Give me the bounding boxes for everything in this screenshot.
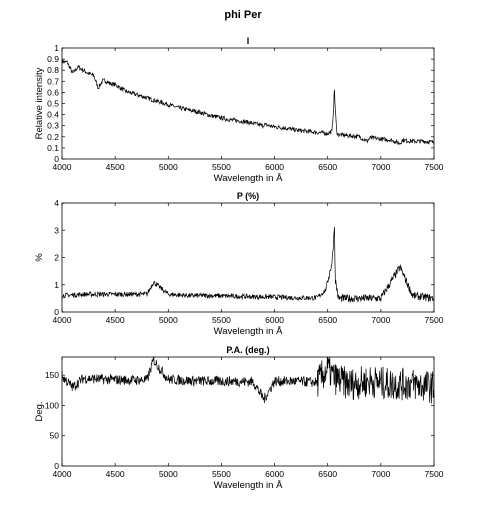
x-tick-label: 4500	[106, 162, 125, 172]
x-tick-label: 6000	[265, 315, 284, 325]
axes-frame	[61, 356, 435, 467]
x-tick-label: 4000	[53, 315, 72, 325]
x-tick-label: 5000	[159, 469, 178, 479]
y-tick-label: 0.9	[47, 54, 59, 64]
y-tick-label: 0	[54, 154, 59, 164]
x-tick-label: 7000	[371, 162, 390, 172]
x-tick-label: 5500	[212, 315, 231, 325]
x-tick-label: 6500	[318, 469, 337, 479]
x-tick-label: 4000	[53, 469, 72, 479]
x-tick-label: 6000	[265, 162, 284, 172]
y-axis-label: Deg.	[34, 401, 45, 421]
panel-title: P (%)	[237, 191, 259, 201]
axes-frame	[61, 47, 435, 160]
x-tick-label: 6500	[318, 162, 337, 172]
x-tick-label: 7500	[425, 469, 444, 479]
y-tick-label: 0.2	[47, 132, 59, 142]
x-tick-label: 6000	[265, 469, 284, 479]
y-tick-label: 50	[50, 431, 60, 441]
y-tick-label: 3	[54, 225, 59, 235]
series-line	[61, 59, 435, 146]
y-tick-label: 2	[54, 253, 59, 263]
y-tick-label: 0	[54, 307, 59, 317]
x-tick-label: 4500	[106, 315, 125, 325]
x-tick-label: 5500	[212, 162, 231, 172]
x-tick-label: 5000	[159, 162, 178, 172]
x-tick-label: 4500	[106, 469, 125, 479]
y-tick-label: 0.4	[47, 110, 59, 120]
y-tick-label: 150	[45, 370, 59, 380]
series-line	[61, 356, 435, 404]
y-tick-label: 1	[54, 43, 59, 53]
y-axis-label: Relative intensity	[34, 67, 45, 139]
y-tick-label: 0.1	[47, 143, 59, 153]
panel-title: I	[247, 36, 250, 46]
x-axis-label: Wavelength in Å	[214, 173, 283, 184]
x-tick-label: 6500	[318, 315, 337, 325]
x-tick-label: 7000	[371, 469, 390, 479]
y-tick-label: 0.6	[47, 87, 59, 97]
position-angle-panel: 4000 4500 5000 5500 6000 6500 7000 7500 0 50 100 15…	[34, 345, 444, 491]
y-tick-label: 0.3	[47, 121, 59, 131]
y-tick-label: 0.8	[47, 65, 59, 75]
x-tick-label: 7500	[425, 162, 444, 172]
panel-title: P.A. (deg.)	[226, 345, 269, 355]
y-tick-label: 1	[54, 280, 59, 290]
x-tick-label: 7000	[371, 315, 390, 325]
x-tick-label: 7500	[425, 315, 444, 325]
y-tick-label: 4	[54, 198, 59, 208]
series-line	[61, 227, 435, 303]
x-axis-label: Wavelength in Å	[214, 326, 283, 337]
figure-title: phi Per	[224, 9, 262, 21]
y-tick-label: 100	[45, 400, 59, 410]
y-tick-label: 0	[54, 461, 59, 471]
polarization-panel: 4000 4500 5000 5500 6000 6500 7000 7500 0 1 2 3 4 P (…	[34, 191, 444, 337]
x-tick-label: 5500	[212, 469, 231, 479]
y-tick-label: 0.7	[47, 76, 59, 86]
x-axis-label: Wavelength in Å	[214, 480, 283, 491]
x-tick-label: 4000	[53, 162, 72, 172]
x-tick-label: 5000	[159, 315, 178, 325]
y-tick-label: 0.5	[47, 99, 59, 109]
intensity-panel: 4000 4500 5000 5500 6000 6500 7000 750000.10.20…	[34, 36, 444, 184]
y-axis-label: %	[34, 253, 45, 262]
